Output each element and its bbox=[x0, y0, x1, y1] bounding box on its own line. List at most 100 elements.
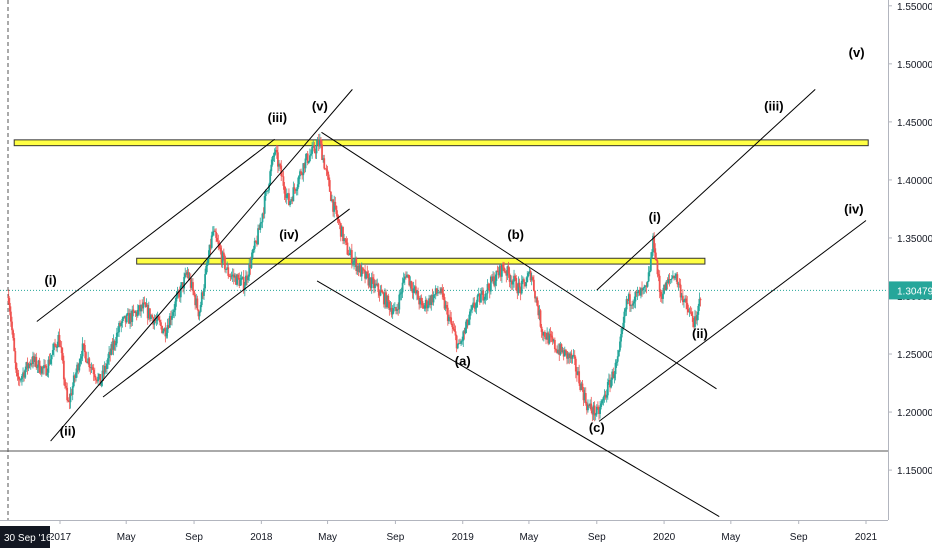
candle-body bbox=[40, 366, 43, 374]
candle-body bbox=[299, 171, 301, 177]
candle-body bbox=[360, 267, 363, 277]
candle-body bbox=[26, 362, 29, 369]
candle-body bbox=[466, 319, 469, 325]
candle-body bbox=[569, 353, 572, 358]
candle-body bbox=[316, 140, 319, 146]
candle-body bbox=[53, 343, 55, 351]
candle-body bbox=[248, 263, 251, 277]
candle-body bbox=[258, 228, 261, 230]
candle-body bbox=[369, 277, 372, 289]
wave-label: (i) bbox=[44, 272, 56, 287]
candle-body bbox=[260, 222, 263, 224]
candle-body bbox=[91, 367, 94, 370]
candle-body bbox=[678, 283, 681, 285]
candle-body bbox=[172, 312, 174, 316]
candle-body bbox=[261, 213, 264, 223]
y-tick-label: 1.15000 bbox=[897, 466, 932, 477]
candle-body bbox=[273, 152, 276, 156]
candle-body bbox=[683, 300, 685, 303]
candle-body bbox=[427, 305, 429, 309]
candle-body bbox=[44, 365, 47, 366]
candle-body bbox=[36, 367, 39, 369]
candle-body bbox=[73, 375, 76, 378]
candle-body bbox=[680, 295, 683, 298]
candle-body bbox=[139, 305, 141, 312]
candle-body bbox=[97, 376, 99, 382]
candle-body bbox=[570, 353, 573, 359]
candle-body bbox=[484, 293, 487, 300]
candle-body bbox=[70, 393, 73, 395]
candle-body bbox=[120, 322, 123, 326]
resistance-zone bbox=[13, 139, 869, 147]
candle-body bbox=[153, 319, 156, 325]
candle-body bbox=[694, 316, 696, 327]
candle-body bbox=[279, 163, 282, 166]
candle-body bbox=[304, 158, 307, 169]
candle-body bbox=[691, 315, 694, 322]
candle-body bbox=[328, 180, 331, 192]
candle-body bbox=[359, 265, 362, 277]
candle-body bbox=[478, 293, 481, 303]
y-tick-label: 1.55000 bbox=[897, 2, 932, 13]
candle-body bbox=[112, 341, 115, 350]
candle-body bbox=[211, 231, 214, 236]
candle-body bbox=[398, 294, 401, 310]
candle-body bbox=[171, 315, 173, 320]
candle-body bbox=[517, 282, 520, 294]
candle-body bbox=[389, 307, 392, 310]
candle-body bbox=[285, 194, 288, 198]
candle-body bbox=[594, 414, 597, 416]
candle-body bbox=[397, 309, 400, 310]
candle-body bbox=[75, 372, 77, 378]
candle-body bbox=[674, 276, 677, 279]
candle-body bbox=[583, 393, 586, 401]
candle-body bbox=[163, 328, 166, 332]
candle-body bbox=[155, 320, 158, 322]
candle-body bbox=[14, 351, 17, 364]
candle-body bbox=[633, 301, 636, 304]
candle-body bbox=[307, 161, 310, 163]
wave-label: (v) bbox=[312, 98, 328, 113]
x-tick-label: May bbox=[721, 532, 740, 543]
candle-body bbox=[534, 290, 536, 299]
candle-body bbox=[218, 244, 221, 248]
candle-body bbox=[695, 316, 697, 321]
last-price-badge bbox=[889, 281, 932, 300]
candle-body bbox=[311, 146, 314, 154]
candle-body bbox=[77, 364, 80, 371]
candle-body bbox=[68, 400, 71, 403]
candle-body bbox=[277, 152, 279, 167]
candle-body bbox=[465, 319, 468, 328]
candle-body bbox=[504, 271, 507, 273]
candle-body bbox=[366, 271, 369, 274]
candle-body bbox=[64, 379, 66, 386]
candle-body bbox=[231, 274, 234, 276]
candle-body bbox=[451, 323, 454, 328]
wave-label: (iv) bbox=[279, 227, 299, 242]
candle-body bbox=[601, 400, 604, 404]
candle-body bbox=[582, 389, 585, 401]
candle-body bbox=[130, 313, 133, 322]
candle-body bbox=[178, 292, 181, 298]
candle-body bbox=[642, 288, 645, 290]
candle-body bbox=[651, 251, 653, 258]
candle-body bbox=[503, 267, 505, 272]
candle-body bbox=[593, 405, 596, 416]
candle-body bbox=[592, 405, 595, 415]
candle-body bbox=[11, 321, 13, 331]
candle-body bbox=[281, 175, 284, 177]
candle-body bbox=[13, 337, 16, 352]
candle-body bbox=[92, 369, 95, 375]
candle-body bbox=[672, 275, 674, 279]
candle-body bbox=[25, 362, 28, 370]
candle-body bbox=[151, 315, 154, 318]
candle-body bbox=[623, 311, 626, 323]
candle-body bbox=[612, 371, 615, 379]
candle-body bbox=[207, 257, 210, 263]
x-tick-label: Sep bbox=[588, 532, 606, 543]
trend-lines bbox=[36, 89, 867, 517]
candle-body bbox=[535, 297, 537, 299]
x-tick-label: Sep bbox=[387, 532, 405, 543]
